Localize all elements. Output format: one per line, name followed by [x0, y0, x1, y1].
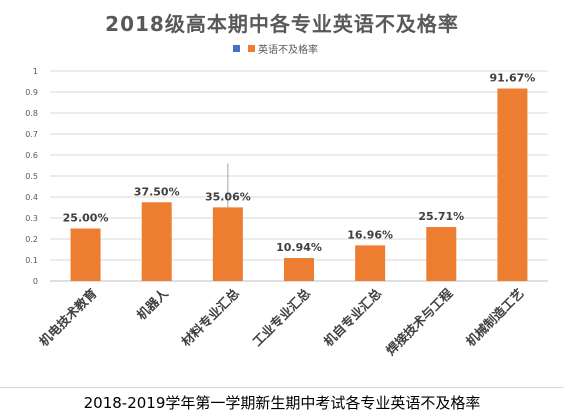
category-label: 材料专业汇总	[178, 285, 243, 350]
data-label: 91.67%	[490, 71, 536, 84]
category-label: 工业专业汇总	[249, 285, 313, 349]
bar	[70, 228, 101, 281]
data-label: 25.71%	[418, 210, 464, 223]
bar	[212, 207, 243, 281]
bar	[497, 88, 528, 281]
bar	[426, 227, 457, 281]
category-label: 机器人	[134, 285, 171, 322]
y-tick-label: 0.5	[25, 172, 38, 181]
y-tick-label: 0.2	[25, 235, 38, 244]
caption: 2018-2019学年第一学期新生期中考试各专业英语不及格率	[83, 394, 481, 412]
data-label: 25.00%	[63, 212, 109, 225]
category-label: 机械制造工艺	[463, 286, 527, 350]
bar	[141, 202, 172, 281]
data-label: 35.06%	[205, 190, 251, 203]
y-tick-label: 0.6	[25, 151, 38, 160]
y-tick-label: 0.3	[25, 214, 38, 223]
chart-title: 2018级高本期中各专业英语不及格率	[105, 12, 459, 36]
category-label: 焊接技术与工程	[383, 285, 456, 358]
y-tick-label: 0.7	[25, 130, 38, 139]
legend-swatch-series-1	[233, 44, 240, 52]
bar	[284, 258, 314, 281]
category-label: 机电技术教育	[36, 285, 100, 349]
legend-swatch-series-2	[248, 44, 255, 52]
data-label: 16.96%	[347, 228, 393, 241]
legend: 英语不及格率	[233, 41, 318, 56]
y-tick-label: 0.4	[25, 193, 38, 202]
bar	[355, 245, 386, 281]
y-tick-label: 0	[33, 277, 38, 286]
legend-label-series-2: 英语不及格率	[258, 44, 318, 56]
y-tick-label: 0.1	[25, 256, 38, 265]
category-label: 机自专业汇总	[321, 285, 385, 349]
chart-frame: 2018级高本期中各专业英语不及格率 英语不及格率 0 0.1 0.2 0.3 0.4 0…	[0, 12, 564, 388]
plot-area: 0 0.1 0.2 0.3 0.4 0.5 0.6 0.7 0.8 0.9 1 25.00% 机电技术教…	[25, 67, 548, 358]
y-tick-label: 1	[33, 67, 38, 76]
y-tick-label: 0.9	[25, 88, 38, 97]
data-label: 10.94%	[276, 241, 322, 254]
y-tick-label: 0.8	[25, 109, 38, 118]
data-label: 37.50%	[134, 185, 180, 198]
